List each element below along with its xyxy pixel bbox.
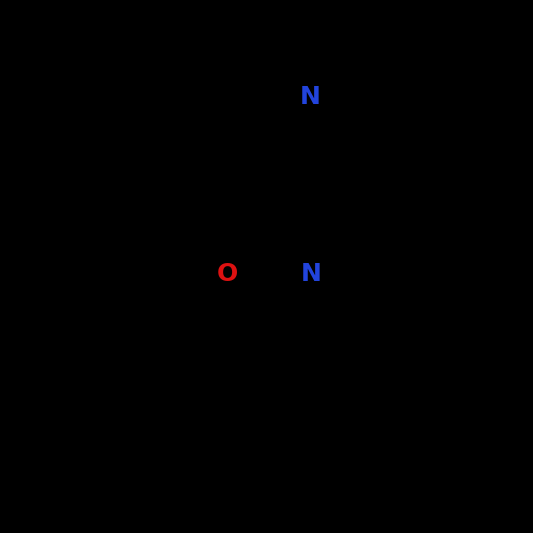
- Text: N: N: [300, 262, 321, 286]
- Text: O: O: [217, 262, 238, 286]
- Text: N: N: [300, 85, 321, 109]
